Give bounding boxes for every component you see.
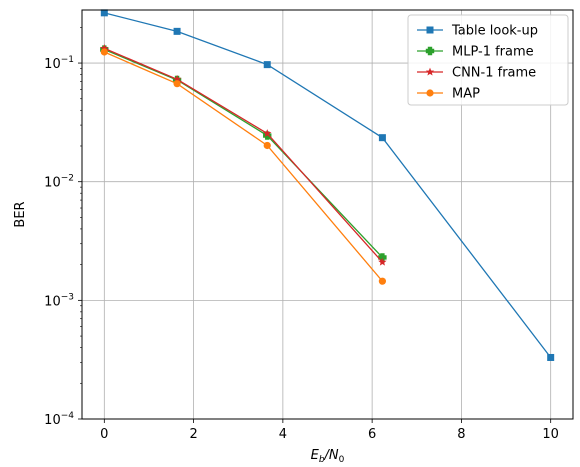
series-map bbox=[100, 48, 387, 285]
data-point bbox=[378, 257, 387, 266]
legend-box bbox=[407, 14, 569, 106]
data-point bbox=[547, 353, 555, 361]
series-line bbox=[104, 47, 383, 263]
data-point bbox=[263, 141, 271, 150]
data-point bbox=[173, 80, 181, 88]
data-point bbox=[378, 277, 387, 285]
x-tick-label: 0 bbox=[100, 427, 108, 442]
x-axis-label-main: E bbox=[311, 448, 320, 463]
x-tick-label: 10 bbox=[542, 427, 559, 442]
y-tick-mantissa: 10 bbox=[44, 57, 61, 72]
data-point bbox=[263, 129, 272, 138]
legend-marker bbox=[426, 26, 434, 34]
y-tick-mantissa: 10 bbox=[44, 413, 61, 428]
data-point bbox=[172, 74, 182, 83]
x-axis-label-sub2: 0 bbox=[339, 455, 345, 465]
data-point bbox=[173, 27, 181, 35]
legend-label: CNN-1 frame bbox=[452, 66, 536, 81]
legend-marker bbox=[425, 67, 435, 76]
legend: Table look-up MLP-1 frame CNN-1 frame MAP bbox=[407, 14, 569, 106]
data-point bbox=[378, 134, 386, 142]
legend-marker bbox=[426, 89, 434, 97]
y-tick-label: 10−2 bbox=[44, 174, 74, 191]
y-tick-label: 10−1 bbox=[44, 55, 74, 72]
legend-item: Table look-up bbox=[417, 24, 538, 39]
x-tick-label: 4 bbox=[279, 427, 287, 442]
x-axis-label-sep: /N bbox=[324, 448, 339, 463]
data-point bbox=[100, 43, 109, 52]
series-table-look-up bbox=[100, 9, 555, 361]
y-tick-mantissa: 10 bbox=[44, 176, 61, 191]
legend-marker bbox=[425, 46, 435, 56]
x-axis-label-sub1: b bbox=[319, 455, 325, 465]
legend-item: MAP bbox=[417, 87, 480, 102]
legend-item: MLP-1 frame bbox=[417, 45, 534, 60]
series-layer bbox=[100, 9, 555, 361]
legend-label: MLP-1 frame bbox=[452, 45, 534, 60]
y-tick-label: 10−3 bbox=[44, 292, 74, 309]
plot-frame bbox=[81, 9, 574, 420]
x-tick-label: 8 bbox=[457, 427, 465, 442]
y-tick-mantissa: 10 bbox=[44, 294, 61, 309]
legend-label: Table look-up bbox=[451, 24, 538, 39]
y-tick-exponent: −4 bbox=[61, 411, 75, 421]
series-line bbox=[104, 48, 383, 258]
series-cnn-1-frame bbox=[100, 43, 387, 266]
legend-label: MAP bbox=[452, 87, 480, 102]
y-tick-exponent: −2 bbox=[61, 174, 74, 184]
y-axis-label: BER bbox=[13, 201, 28, 227]
x-axis-label: Eb/N0 bbox=[311, 448, 345, 465]
data-point bbox=[263, 61, 271, 69]
legend-item: CNN-1 frame bbox=[417, 66, 536, 81]
x-tick-label: 6 bbox=[368, 427, 376, 442]
y-tick-label: 10−4 bbox=[44, 411, 74, 428]
data-point bbox=[100, 9, 108, 17]
x-tick-label: 2 bbox=[189, 427, 197, 442]
y-tick-exponent: −3 bbox=[61, 292, 74, 302]
y-tick-exponent: −1 bbox=[61, 55, 74, 65]
series-mlp-1-frame bbox=[100, 45, 387, 262]
data-point bbox=[100, 48, 108, 56]
series-line bbox=[104, 51, 383, 282]
